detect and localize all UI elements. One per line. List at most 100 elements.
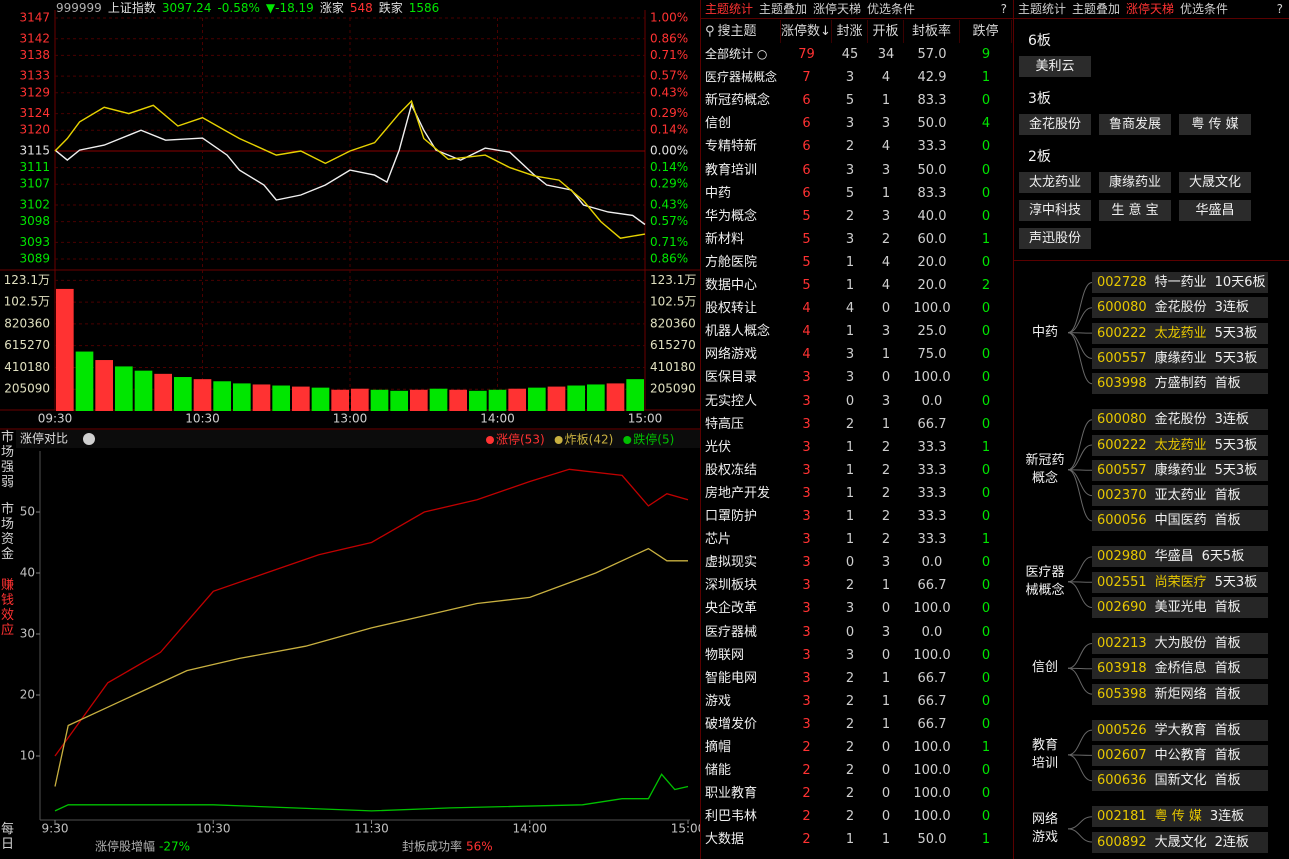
stock-button[interactable]: 淳中科技 <box>1019 200 1091 221</box>
theme-stat: 6 <box>802 116 811 132</box>
stock-button[interactable]: 太龙药业 <box>1019 172 1091 193</box>
theme-stock[interactable]: 000526 学大教育 首板 <box>1092 719 1268 741</box>
side-tab[interactable]: 每日 <box>0 822 14 852</box>
column-header[interactable]: 封涨 <box>832 20 868 43</box>
table-row[interactable]: 医疗器械概念 7 3 4 42.9 1 <box>701 66 1012 89</box>
column-label: 开板 <box>872 24 899 39</box>
stock-tag: 首板 <box>1214 722 1241 738</box>
table-row[interactable]: 信创 6 3 3 50.0 4 <box>701 112 1012 135</box>
theme-stat: 2 <box>881 532 891 548</box>
table-row[interactable]: 新材料 5 3 2 60.0 1 <box>701 228 1012 251</box>
stock-code: 002551 <box>1097 574 1147 590</box>
column-header[interactable]: 开板 <box>868 20 904 43</box>
stock-button[interactable]: 生 意 宝 <box>1099 200 1171 221</box>
column-header[interactable]: ⚲ 搜主题 <box>701 20 781 43</box>
table-row[interactable]: 储能 2 2 0 100.0 0 <box>701 759 1012 782</box>
table-row[interactable]: 中药 6 5 1 83.3 0 <box>701 182 1012 205</box>
table-row[interactable]: 央企改革 3 3 0 100.0 0 <box>701 597 1012 620</box>
theme-stock[interactable]: 600222 太龙药业 5天3板 <box>1092 434 1268 456</box>
table-row[interactable]: 摘帽 2 2 0 100.0 1 <box>701 736 1012 759</box>
column-header[interactable]: 涨停数↓ <box>781 20 832 43</box>
stock-button[interactable]: 声迅股份 <box>1019 228 1091 249</box>
theme-stock[interactable]: 600892 大晟文化 2连板 <box>1092 831 1268 853</box>
theme-stock[interactable]: 600222 太龙药业 5天3板 <box>1092 322 1268 344</box>
side-tab[interactable]: 赚钱效应 <box>0 578 14 638</box>
stock-name: 国新文化 <box>1154 773 1207 789</box>
table-row[interactable]: 深圳板块 3 2 1 66.7 0 <box>701 574 1012 597</box>
table-row[interactable]: 新冠药概念 6 5 1 83.3 0 <box>701 89 1012 112</box>
table-row[interactable]: 芯片 3 1 2 33.3 1 <box>701 528 1012 551</box>
tab[interactable]: 涨停天梯 <box>813 2 862 16</box>
table-row[interactable]: 专精特新 6 2 4 33.3 0 <box>701 135 1012 158</box>
table-row[interactable]: 特高压 3 2 1 66.7 0 <box>701 413 1012 436</box>
table-row[interactable]: 大数据 2 1 1 50.0 1 <box>701 828 1012 851</box>
stock-button[interactable]: 美利云 <box>1019 56 1091 77</box>
table-row[interactable]: 虚拟现实 3 0 3 0.0 0 <box>701 551 1012 574</box>
theme-stock[interactable]: 603918 金桥信息 首板 <box>1092 658 1268 680</box>
theme-stock[interactable]: 002607 中公教育 首板 <box>1092 744 1268 766</box>
tab[interactable]: 主题叠加 <box>759 2 808 16</box>
theme-stock[interactable]: 605398 新炬网络 首板 <box>1092 683 1268 705</box>
side-tab[interactable]: 市场强弱 <box>0 430 14 490</box>
theme-stock[interactable]: 603998 方盛制药 首板 <box>1092 373 1268 395</box>
table-row[interactable]: 医保目录 3 3 0 100.0 0 <box>701 366 1012 389</box>
stock-button[interactable]: 华盛昌 <box>1179 200 1251 221</box>
table-row[interactable]: 游戏 3 2 1 66.7 0 <box>701 690 1012 713</box>
theme-stock[interactable]: 002690 美亚光电 首板 <box>1092 597 1268 618</box>
theme-stock[interactable]: 600636 国新文化 首板 <box>1092 770 1268 792</box>
column-header[interactable]: 跌停 <box>960 20 1012 43</box>
table-row[interactable]: 教育培训 6 3 3 50.0 0 <box>701 159 1012 182</box>
tab[interactable]: 涨停天梯 <box>1126 2 1175 16</box>
table-row[interactable]: 无实控人 3 0 3 0.0 0 <box>701 390 1012 413</box>
theme-stock[interactable]: 002181 粤 传 媒 3连板 <box>1092 806 1268 828</box>
theme-stock[interactable]: 600056 中国医药 首板 <box>1092 510 1268 532</box>
theme-stat: 0 <box>881 809 891 825</box>
stock-code: 002370 <box>1097 488 1147 504</box>
theme-stock[interactable]: 002728 特一药业 10天6板 <box>1092 272 1268 293</box>
theme-stock[interactable]: 002213 大为股份 首板 <box>1092 633 1268 654</box>
table-row[interactable]: 股权冻结 3 1 2 33.3 0 <box>701 459 1012 482</box>
table-row[interactable]: 口罩防护 3 1 2 33.3 0 <box>701 505 1012 528</box>
tab[interactable]: ? <box>1276 2 1283 16</box>
table-row[interactable]: 房地产开发 3 1 2 33.3 0 <box>701 482 1012 505</box>
tab[interactable]: 主题叠加 <box>1072 2 1121 16</box>
theme-stock[interactable]: 600557 康缘药业 5天3板 <box>1092 459 1268 481</box>
theme-stock[interactable]: 600080 金花股份 3连板 <box>1092 297 1268 319</box>
table-row[interactable]: 利巴韦林 2 2 0 100.0 0 <box>701 805 1012 828</box>
table-row[interactable]: 方舱医院 5 1 4 20.0 0 <box>701 251 1012 274</box>
volume-bar <box>233 383 251 411</box>
table-row[interactable]: 光伏 3 1 2 33.3 1 <box>701 436 1012 459</box>
table-row[interactable]: 物联网 3 3 0 100.0 0 <box>701 644 1012 667</box>
table-row[interactable]: 网络游戏 4 3 1 75.0 0 <box>701 343 1012 366</box>
stock-button[interactable]: 鲁商发展 <box>1099 114 1171 135</box>
table-row[interactable]: 智能电网 3 2 1 66.7 0 <box>701 667 1012 690</box>
table-row[interactable]: 数据中心 5 1 4 20.0 2 <box>701 274 1012 297</box>
tab[interactable]: ? <box>1000 2 1007 16</box>
table-row[interactable]: 股权转让 4 4 0 100.0 0 <box>701 297 1012 320</box>
theme-stock[interactable]: 600080 金花股份 3连板 <box>1092 409 1268 431</box>
table-row[interactable]: 全部统计 ○ 79 45 34 57.0 9 <box>701 43 1012 66</box>
index-name: 上证指数 <box>107 1 156 15</box>
tab[interactable]: 主题统计 <box>705 2 754 16</box>
tab[interactable]: 优选条件 <box>1180 2 1229 16</box>
theme-stat: 1 <box>881 93 891 109</box>
table-row[interactable]: 华为概念 5 2 3 40.0 0 <box>701 205 1012 228</box>
table-row[interactable]: 职业教育 2 2 0 100.0 0 <box>701 782 1012 805</box>
column-header[interactable]: 封板率 <box>904 20 960 43</box>
stock-button[interactable]: 大晟文化 <box>1179 172 1251 193</box>
stock-code: 002181 <box>1097 809 1147 825</box>
theme-stock[interactable]: 002551 尚荣医疗 5天3板 <box>1092 571 1268 593</box>
table-row[interactable]: 医疗器械 3 0 3 0.0 0 <box>701 621 1012 644</box>
theme-stock[interactable]: 600557 康缘药业 5天3板 <box>1092 347 1268 369</box>
side-tab[interactable]: 市场资金 <box>0 502 14 562</box>
theme-stock[interactable]: 002980 华盛昌 6天5板 <box>1092 546 1268 568</box>
table-row[interactable]: 机器人概念 4 1 3 25.0 0 <box>701 320 1012 343</box>
stock-button[interactable]: 金花股份 <box>1019 114 1091 135</box>
stock-button[interactable]: 康缘药业 <box>1099 172 1171 193</box>
tab[interactable]: 主题统计 <box>1018 2 1067 16</box>
theme-label: 中药 <box>1031 324 1058 340</box>
table-row[interactable]: 破增发价 3 2 1 66.7 0 <box>701 713 1012 736</box>
stock-button[interactable]: 粤 传 媒 <box>1179 114 1251 135</box>
tab[interactable]: 优选条件 <box>867 2 916 16</box>
theme-stock[interactable]: 002370 亚太药业 首板 <box>1092 485 1268 507</box>
